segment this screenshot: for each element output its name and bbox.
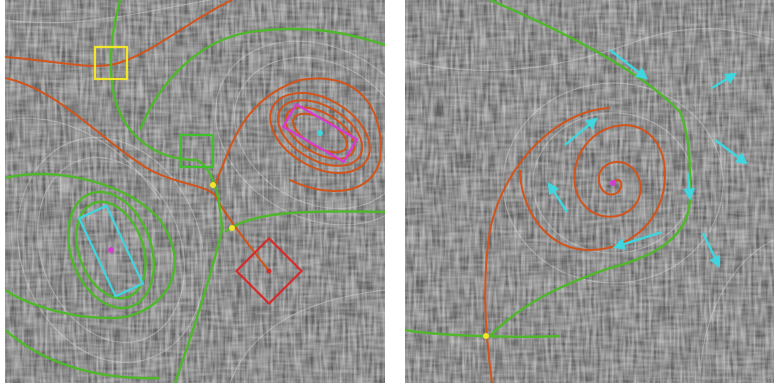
figure (0, 0, 774, 383)
texture (405, 0, 774, 383)
page (0, 0, 774, 383)
saddle-point (229, 225, 235, 231)
source-point (267, 269, 272, 274)
saddle-point (483, 333, 489, 339)
saddle-point (210, 182, 216, 188)
right-panel (405, 0, 774, 383)
center-point (317, 130, 323, 136)
left-panel (0, 0, 458, 383)
center-point (610, 180, 616, 186)
center-point (108, 247, 114, 253)
